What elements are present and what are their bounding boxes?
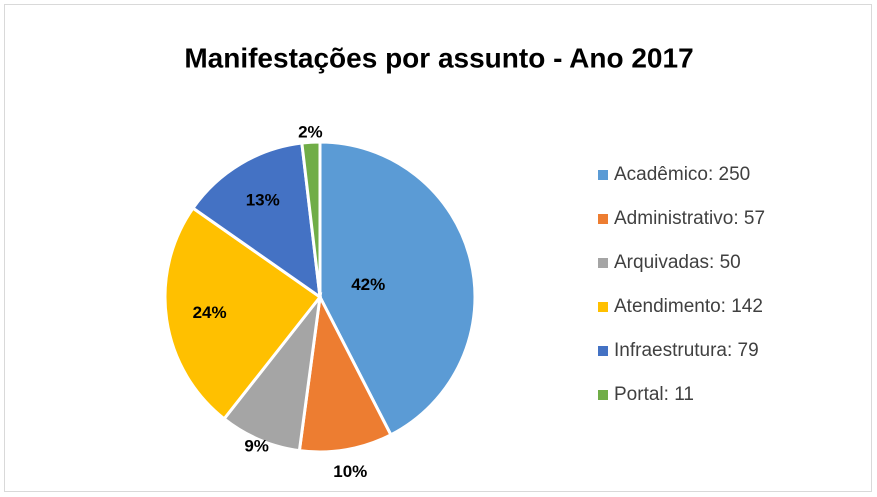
data-label: 13% bbox=[246, 191, 280, 210]
legend-label: Infraestrutura: 79 bbox=[614, 340, 759, 361]
legend-swatch bbox=[598, 214, 608, 224]
pie-slice bbox=[318, 140, 477, 437]
legend-label: Acadêmico: 250 bbox=[614, 164, 750, 185]
legend-label: Arquivadas: 50 bbox=[614, 252, 741, 273]
legend-swatch bbox=[598, 170, 608, 180]
legend-swatch bbox=[598, 258, 608, 268]
data-label: 10% bbox=[333, 462, 367, 481]
data-label: 2% bbox=[298, 122, 323, 141]
legend-swatch bbox=[598, 346, 608, 356]
pie-slice bbox=[297, 292, 393, 454]
data-label: 24% bbox=[193, 303, 227, 322]
pie-slice bbox=[300, 140, 322, 298]
data-label: 42% bbox=[351, 275, 385, 294]
pie-slice bbox=[190, 141, 322, 301]
data-label: 9% bbox=[244, 436, 269, 455]
legend-label: Administrativo: 57 bbox=[614, 208, 765, 229]
legend-label: Atendimento: 142 bbox=[614, 296, 763, 317]
legend-swatch bbox=[598, 302, 608, 312]
pie-slice bbox=[163, 206, 323, 421]
chart-title: Manifestações por assunto - Ano 2017 bbox=[184, 42, 693, 73]
legend-swatch bbox=[598, 390, 608, 400]
legend-label: Portal: 11 bbox=[614, 384, 694, 405]
